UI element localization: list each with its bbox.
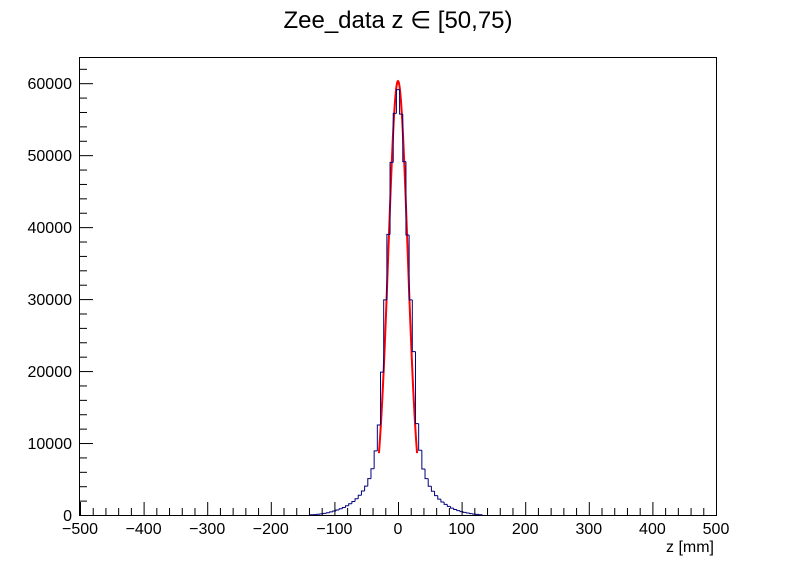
- histogram-bin: [380, 371, 384, 426]
- y-tick-label: 0: [63, 508, 72, 525]
- y-tick-label: 60000: [28, 76, 73, 93]
- x-tick-label: −100: [316, 521, 352, 538]
- histogram-bin: [421, 450, 426, 470]
- histogram-bin: [373, 450, 378, 469]
- histogram-bin: [424, 468, 429, 480]
- histogram-bin: [360, 490, 365, 496]
- histogram-bin: [376, 424, 381, 451]
- histogram-bin: [446, 504, 451, 507]
- histogram-bin: [322, 512, 327, 514]
- histogram-bin: [325, 512, 330, 514]
- x-tick-label: −500: [62, 521, 98, 538]
- histogram-bin: [383, 299, 387, 373]
- histogram-bin: [392, 112, 397, 163]
- histogram-bin: [414, 351, 419, 425]
- x-tick-label: 300: [575, 521, 602, 538]
- histogram-bin: [399, 89, 403, 115]
- x-axis-title: z [mm]: [666, 539, 714, 556]
- plot-frame: [79, 57, 717, 516]
- histogram-bin: [364, 485, 368, 492]
- axis-layer: −500 −400 −300 −200 −100 0 100 200 300 400 500 0 100…: [28, 68, 730, 538]
- x-tick-label: 100: [448, 521, 475, 538]
- histogram-bin: [408, 235, 413, 301]
- histogram-bin: [402, 114, 406, 163]
- histogram-bin: [367, 478, 371, 487]
- histogram-bin: [395, 89, 400, 114]
- histogram-bin: [456, 509, 461, 512]
- histogram-bin: [449, 506, 454, 509]
- gaussian-fit-curve: [377, 79, 419, 454]
- y-tick-label: 50000: [28, 148, 73, 165]
- histogram-bin: [462, 511, 467, 513]
- histogram-bin: [386, 233, 391, 300]
- x-tick-label: −300: [189, 521, 225, 538]
- histogram-bin: [453, 508, 457, 511]
- histogram-bin: [405, 161, 410, 236]
- histogram-bin: [440, 499, 445, 503]
- x-tick-label: 500: [703, 521, 730, 538]
- y-tick-label: 40000: [28, 220, 73, 237]
- y-tick-label: 20000: [28, 364, 73, 381]
- y-tick-label: 10000: [28, 436, 73, 453]
- x-tick-label: 0: [394, 521, 403, 538]
- histogram-bin: [434, 491, 438, 497]
- x-tick-label: −200: [253, 521, 289, 538]
- histogram-bin: [427, 478, 432, 487]
- histogram-bin: [341, 506, 346, 509]
- histogram-bin: [338, 508, 343, 510]
- histogram-bin: [345, 505, 349, 508]
- histogram-bin: [389, 161, 394, 235]
- histogram-bin: [335, 509, 340, 511]
- histogram-layer: [310, 89, 483, 516]
- histogram-bin: [354, 498, 359, 502]
- histogram-bin: [465, 512, 470, 514]
- x-tick-label: −400: [126, 521, 162, 538]
- histogram-bin: [348, 503, 352, 506]
- histogram-bin: [370, 468, 375, 479]
- histogram-bin: [329, 511, 333, 513]
- x-tick-label: 200: [512, 521, 539, 538]
- histogram-bin: [469, 513, 473, 515]
- histogram-bin: [357, 494, 362, 499]
- histogram-bin: [443, 502, 448, 505]
- chart-title: Zee_data z ∈ [50,75): [283, 7, 512, 34]
- fit-layer: [377, 79, 419, 454]
- x-tick-label: 400: [639, 521, 666, 538]
- y-tick-label: 30000: [28, 292, 73, 309]
- histogram-bin: [430, 486, 435, 492]
- histogram-bin: [437, 495, 441, 500]
- histogram-bin: [418, 423, 422, 451]
- histogram-bin: [411, 299, 416, 353]
- histogram-bin: [351, 500, 356, 504]
